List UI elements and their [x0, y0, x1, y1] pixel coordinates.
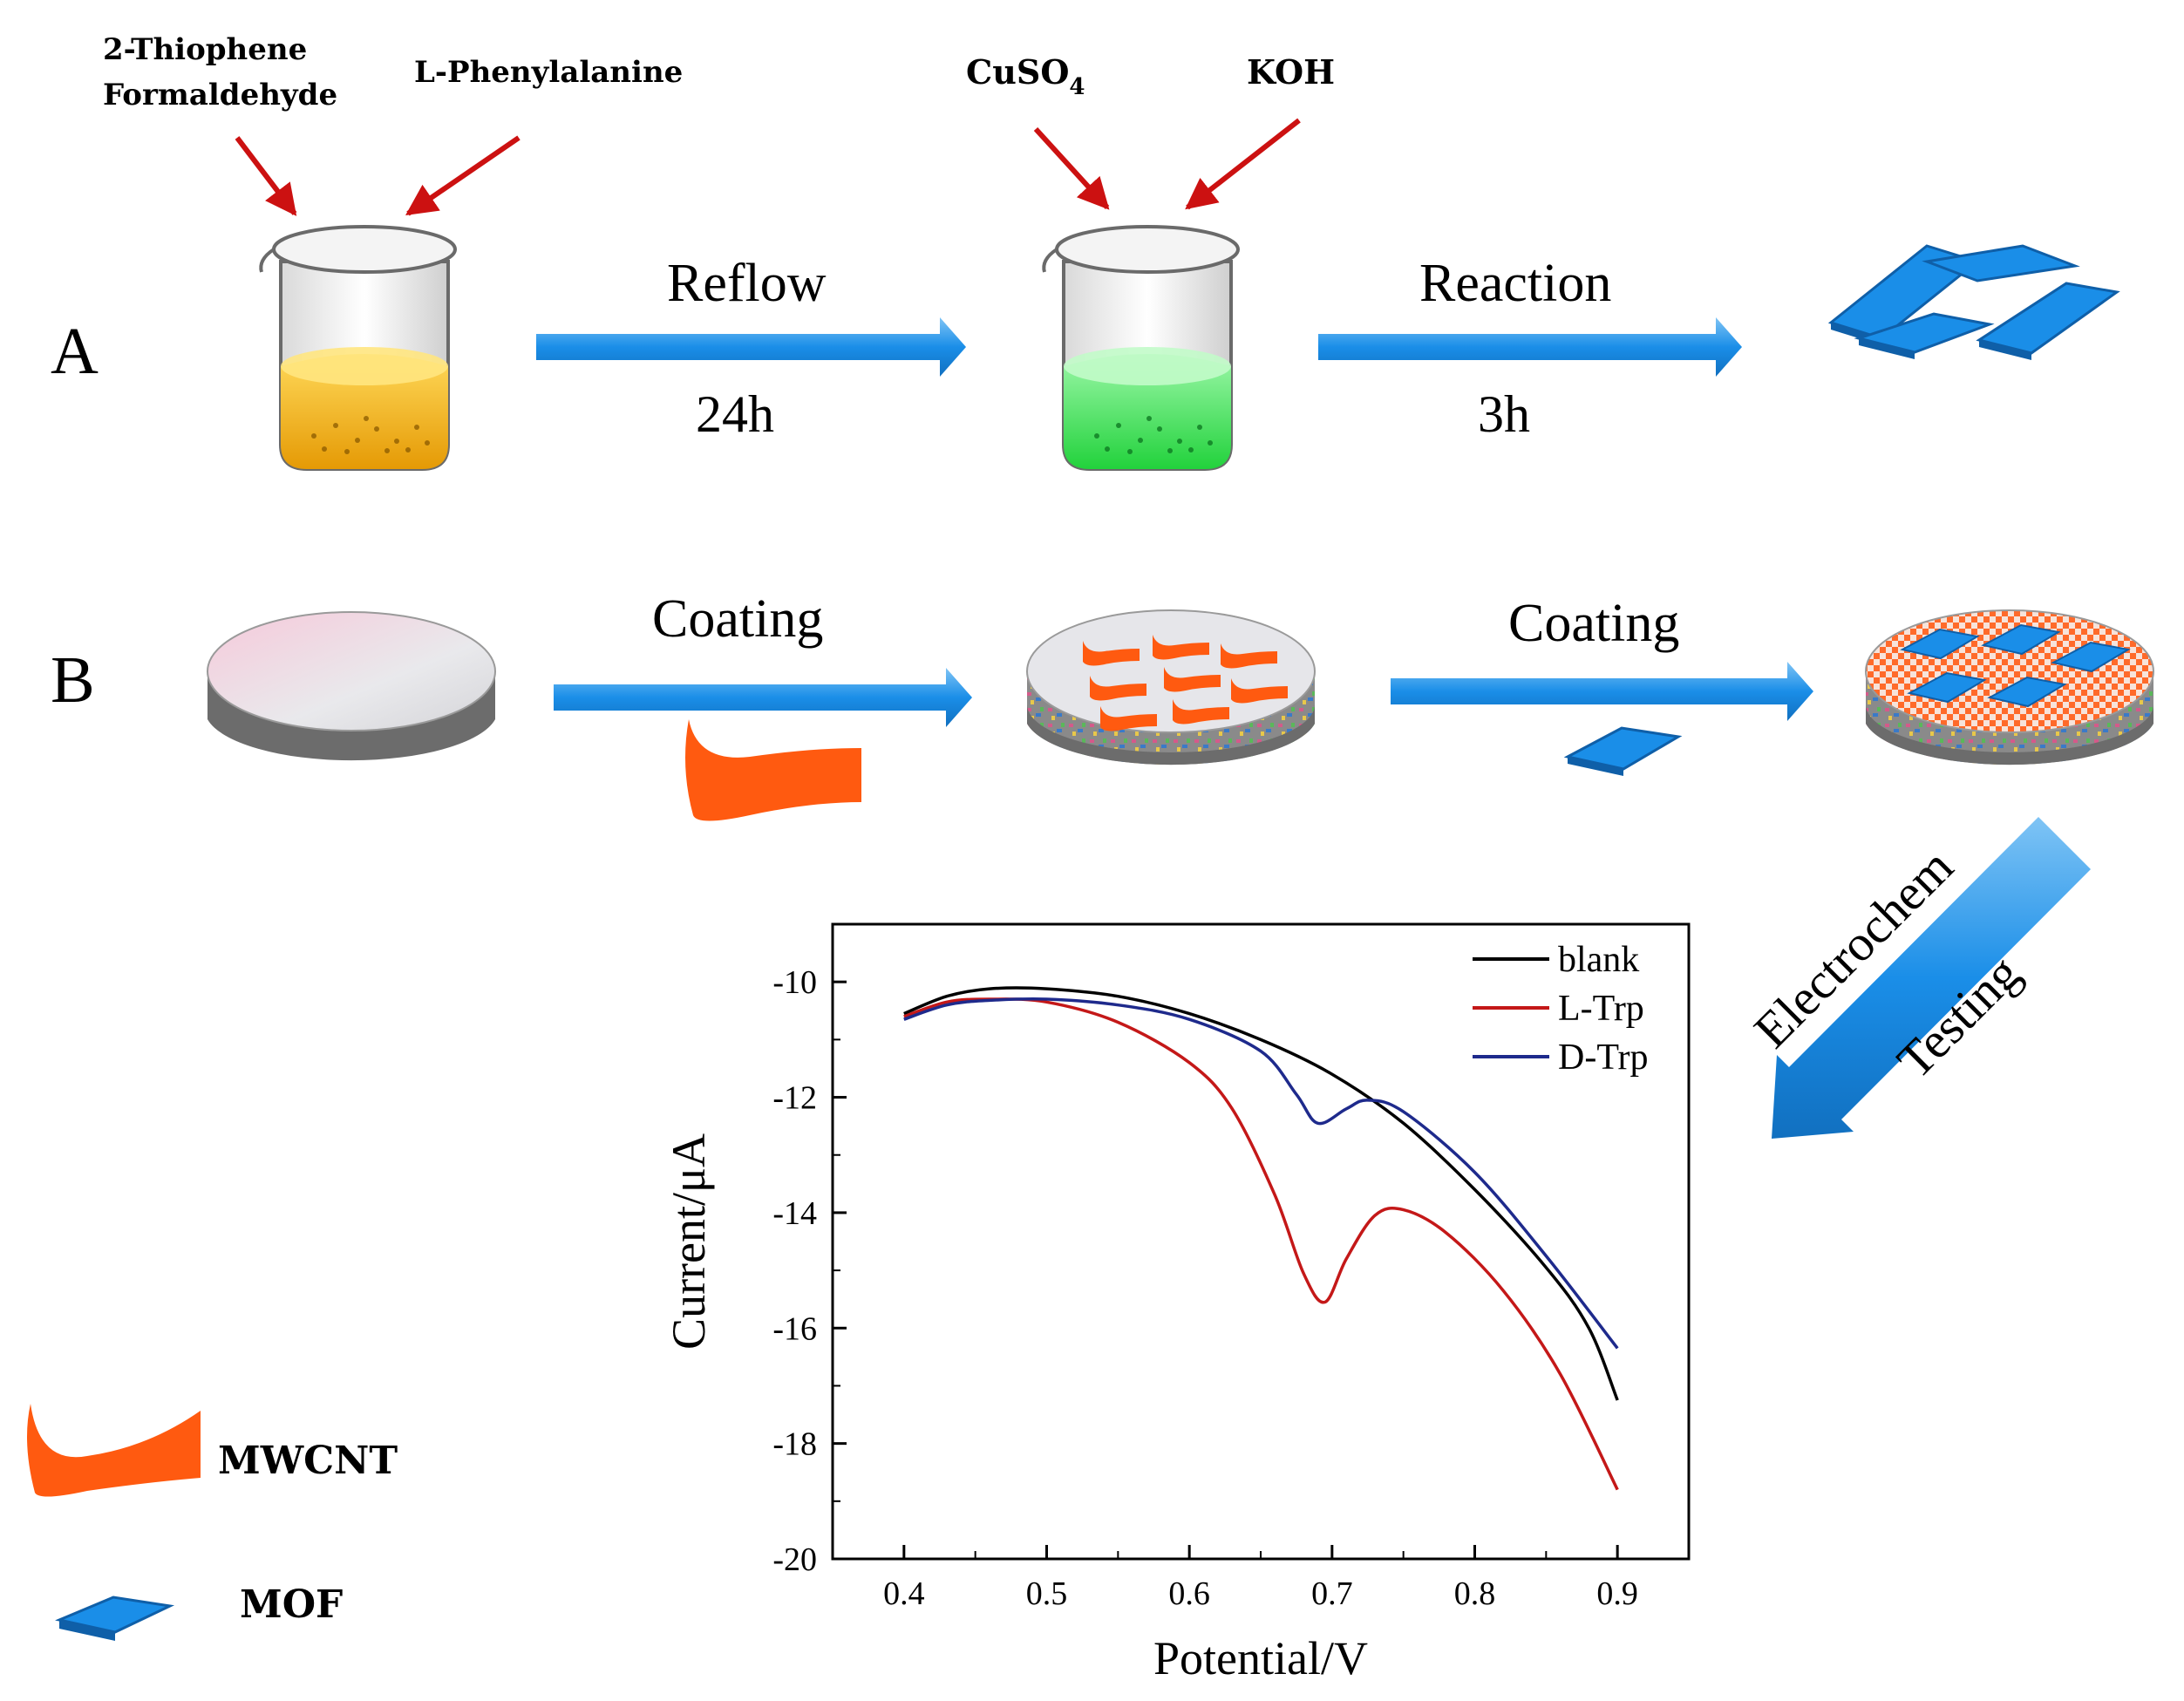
chart-legend-label: blank	[1558, 940, 1639, 980]
reagent-koh-label: KOH	[1247, 52, 1335, 92]
step-coating-1-label: Coating	[652, 589, 823, 649]
red-arrow-phenylalanine	[405, 135, 520, 216]
chart-y-tick-label: -18	[772, 1426, 817, 1463]
chart-legend-label: L-Trp	[1558, 989, 1644, 1029]
chart-y-tick-label: -12	[772, 1080, 817, 1117]
red-arrow-thiophene	[235, 136, 297, 216]
reagent-cuso4-label: CuSO4	[966, 52, 1085, 100]
legend-mwcnt-label: MWCNT	[218, 1439, 398, 1483]
red-arrow-cuso4	[1033, 126, 1110, 210]
reagent-cuso4-subscript: 4	[1069, 74, 1085, 100]
mwcnt-icon-step	[685, 719, 861, 821]
legend-mwcnt-icon	[27, 1404, 201, 1497]
arrow-coating-2	[1391, 662, 1813, 721]
chart-plot-area	[831, 922, 1691, 1561]
chart-series-line-d-trp	[903, 997, 1619, 1350]
step-24h-label: 24h	[696, 385, 774, 443]
chart-y-tick-label: -16	[772, 1310, 817, 1347]
reagent-formaldehyde-label: Formaldehyde	[103, 78, 337, 112]
chart-y-tick-label: -10	[772, 964, 817, 1001]
chart-series-line-blank	[903, 986, 1619, 1401]
chart-x-tick-label: 0.7	[1311, 1575, 1353, 1612]
step-3h-label: 3h	[1478, 385, 1530, 443]
step-coating-2-label: Coating	[1508, 594, 1679, 653]
beaker-yellow	[259, 225, 457, 471]
chart-x-tick-label: 0.6	[1168, 1575, 1210, 1612]
arrow-electrochem-testing	[1772, 817, 2091, 1139]
chart-series-line-l-trp	[903, 997, 1619, 1491]
chart-x-tick-label: 0.4	[883, 1575, 925, 1612]
electrochem-chart: 0.4 0.5 0.6 0.7 0.8 0.9 -10 -12 -14 -16 -18 -20 bla…	[663, 922, 1691, 1684]
chart-x-axis-title: Potential/V	[1153, 1632, 1368, 1684]
chart-y-axis-title: Current/μA	[663, 1133, 715, 1350]
reagent-thiophene-label: 2-Thiophene	[103, 32, 307, 67]
electrode-mwcnt	[1026, 609, 1316, 765]
reagent-phenylalanine-label: L-Phenylalanine	[414, 55, 683, 90]
arrow-reflow	[536, 317, 966, 377]
red-arrow-koh	[1185, 118, 1301, 210]
mof-icon-step	[1563, 726, 1683, 776]
chart-x-tick-label: 0.5	[1026, 1575, 1068, 1612]
legend-mof-label: MOF	[240, 1582, 343, 1627]
mof-plates-product	[1827, 244, 2120, 360]
section-a-label: A	[51, 315, 99, 388]
section-b-label: B	[51, 643, 95, 717]
step-reflow-label: Reflow	[667, 254, 827, 313]
arrow-coating-1	[554, 668, 972, 727]
chart-y-tick-label: -14	[772, 1195, 817, 1232]
chart-x-tick-label: 0.8	[1454, 1575, 1496, 1612]
legend-mof-icon	[55, 1596, 175, 1641]
chart-x-tick-label: 0.9	[1596, 1575, 1638, 1612]
electrode-mof	[1865, 609, 2154, 765]
step-reaction-label: Reaction	[1419, 254, 1611, 313]
chart-legend-label: D-Trp	[1558, 1038, 1648, 1078]
arrow-reaction	[1318, 317, 1742, 377]
electrode-bare	[207, 611, 496, 761]
chart-y-tick-label: -20	[772, 1541, 817, 1578]
beaker-green	[1042, 225, 1240, 471]
